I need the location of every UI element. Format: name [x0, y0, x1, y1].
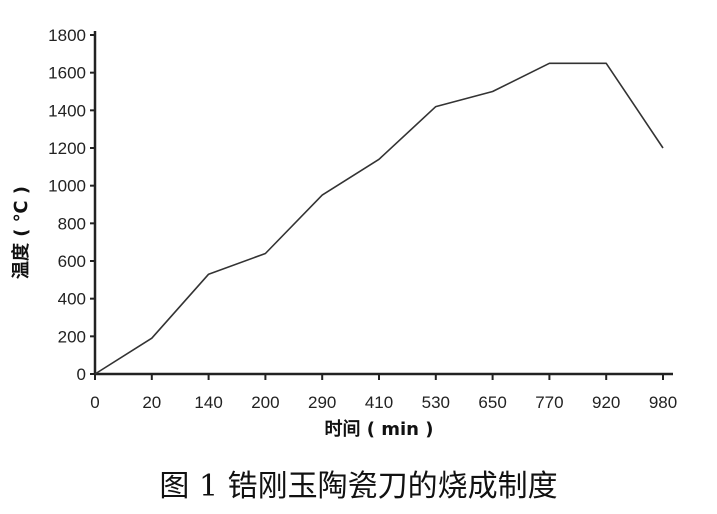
- y-tick-label: 0: [77, 365, 86, 384]
- y-tick-label: 400: [58, 290, 86, 309]
- x-tick-label: 770: [535, 393, 563, 412]
- figure-caption: 图 1 锆刚玉陶瓷刀的烧成制度: [159, 469, 558, 504]
- y-tick-label: 1000: [48, 177, 86, 196]
- y-tick-label: 1200: [48, 139, 86, 158]
- x-tick-label: 650: [478, 393, 506, 412]
- x-tick-label: 140: [194, 393, 222, 412]
- y-axis-ticks: 0 200 400 600 800 1000 1200 1400 1600 1800: [48, 26, 95, 384]
- x-tick-label: 530: [422, 393, 450, 412]
- x-tick-label: 0: [90, 393, 99, 412]
- x-tick-label: 20: [142, 393, 161, 412]
- y-tick-label: 800: [58, 214, 86, 233]
- x-axis-ticks: 0 20 140 200 290 410 530 650 770 920 980: [90, 374, 677, 412]
- x-tick-label: 980: [649, 393, 677, 412]
- y-tick-label: 1400: [48, 101, 86, 120]
- x-tick-label: 410: [365, 393, 393, 412]
- y-tick-label: 1800: [48, 26, 86, 45]
- x-axis-title: 时间 ( min ): [325, 419, 434, 440]
- y-tick-label: 600: [58, 252, 86, 271]
- x-tick-label: 920: [592, 393, 620, 412]
- x-tick-label: 200: [251, 393, 279, 412]
- y-tick-label: 1600: [48, 64, 86, 83]
- temperature-series-line: [94, 62, 664, 375]
- y-tick-label: 200: [58, 327, 86, 346]
- x-tick-label: 290: [308, 393, 336, 412]
- temperature-chart: 0 200 400 600 800 1000 1200 1400 1600 1800 0 20 140…: [10, 26, 677, 440]
- y-axis-title: 温度 ( ℃ ): [10, 186, 32, 279]
